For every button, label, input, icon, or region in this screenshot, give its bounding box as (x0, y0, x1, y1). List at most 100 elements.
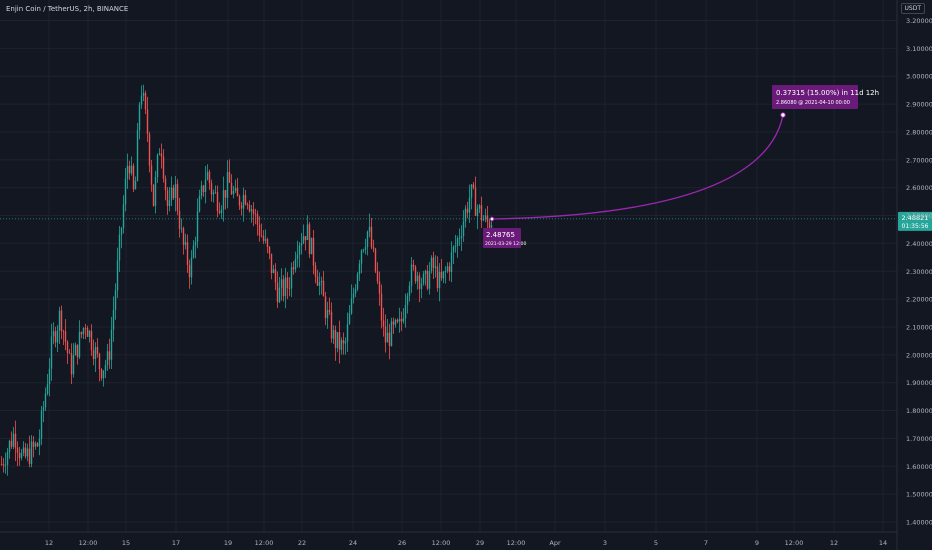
candle-body (448, 266, 451, 272)
symbol-title[interactable]: Enjin Coin / TetherUS, 2h, BINANCE (6, 5, 129, 13)
price-projection: 2.48765 2021-03-29 12:00 0.37315 (15.00%) … (483, 85, 879, 248)
candle-body (164, 178, 167, 191)
candle-body (198, 195, 201, 212)
candle-body (336, 332, 339, 349)
projection-start-point[interactable] (489, 216, 495, 222)
candle-body (98, 353, 101, 370)
currency-badge[interactable]: USDT (900, 3, 925, 14)
candle-body (378, 281, 381, 294)
candle-body (118, 234, 121, 261)
candle-body (274, 269, 277, 283)
candle-body (196, 211, 199, 242)
y-tick-label: 1.40000 (906, 519, 932, 527)
candle-body (256, 214, 259, 225)
candle-body (314, 265, 317, 277)
candle-body (334, 329, 337, 349)
candle-body (152, 184, 155, 206)
candle-body (128, 165, 131, 174)
candle-body (154, 177, 157, 206)
price-countdown: 01:35:56 (902, 223, 929, 230)
candle-body (110, 329, 113, 360)
candle-body (416, 275, 419, 282)
candle-body (4, 464, 7, 466)
candle-body (408, 285, 411, 296)
candle-body (412, 264, 415, 267)
candle-body (158, 153, 161, 155)
candle-body (2, 464, 5, 466)
candle-body (326, 310, 329, 319)
candle-body (126, 165, 129, 179)
projection-end-box (772, 85, 858, 109)
candle-body (292, 267, 295, 270)
x-tick-label: 12:00 (507, 539, 526, 547)
candle-body (460, 236, 463, 239)
current-price-value: 2.48821 (902, 214, 929, 222)
candle-body (324, 296, 327, 319)
candle-body (400, 319, 403, 322)
candle-body (232, 191, 235, 195)
candle-body (484, 215, 487, 219)
projection-end-point[interactable] (780, 112, 786, 118)
candle-body (12, 433, 15, 447)
candle-body (328, 310, 331, 312)
projection-change-label: 0.37315 (15.00%) in 11d 12h (776, 89, 879, 97)
candle-body (236, 187, 239, 197)
candle-body (184, 242, 187, 245)
candle-body (86, 328, 89, 337)
candle-body (366, 231, 369, 247)
candle-body (432, 257, 435, 268)
candle-body (272, 269, 275, 273)
y-tick-label: 2.50000 (906, 212, 932, 220)
candle-body (200, 185, 203, 196)
current-price-tag[interactable] (898, 211, 932, 231)
projection-start-price: 2.48765 (486, 231, 515, 239)
candle-body (116, 260, 119, 291)
candle-body (358, 263, 361, 275)
x-tick-label: 14 (879, 539, 887, 547)
candle-body (8, 440, 11, 452)
candle-body (22, 447, 25, 453)
candle-body (464, 208, 467, 222)
candle-body (424, 270, 427, 275)
candle-body (338, 332, 341, 350)
candle-body (28, 448, 31, 464)
candle-body (384, 326, 387, 343)
candle-body (42, 407, 45, 411)
candle-body (430, 257, 433, 272)
candle-body (224, 190, 227, 198)
candle-body (186, 242, 189, 265)
candle-body (470, 184, 473, 198)
candle-body (144, 93, 147, 110)
candle-body (240, 205, 243, 209)
projection-curve[interactable] (491, 114, 784, 220)
candle-body (146, 109, 149, 135)
candle-body (238, 196, 241, 206)
candle-body (30, 441, 33, 464)
candle-body (182, 228, 185, 245)
candle-body (104, 365, 107, 371)
candle-body (64, 331, 67, 342)
y-tick-label: 3.20000 (906, 17, 932, 25)
candle-body (176, 184, 179, 211)
candle-body (66, 341, 69, 353)
candle-body (472, 184, 475, 188)
y-tick-label: 2.90000 (906, 101, 932, 109)
candle-body (396, 319, 399, 322)
candle-body (398, 319, 401, 322)
candle-body (40, 410, 43, 439)
candle-body (216, 192, 219, 211)
candle-body (62, 330, 65, 332)
x-tick-label: 24 (349, 539, 357, 547)
candle-body (426, 270, 429, 289)
candle-body (90, 330, 93, 351)
candle-body (310, 237, 313, 255)
candle-body (340, 340, 343, 350)
candlestick-series (0, 84, 493, 476)
x-tick-label: 17 (172, 539, 180, 547)
candle-body (32, 441, 35, 447)
candle-body (250, 209, 253, 212)
y-tick-label: 1.90000 (906, 379, 932, 387)
candle-body (60, 310, 63, 331)
time-axis: 12 12:00 15 17 19 12:00 22 24 26 12:00 29 12:00 Apr 3… (0, 531, 897, 547)
